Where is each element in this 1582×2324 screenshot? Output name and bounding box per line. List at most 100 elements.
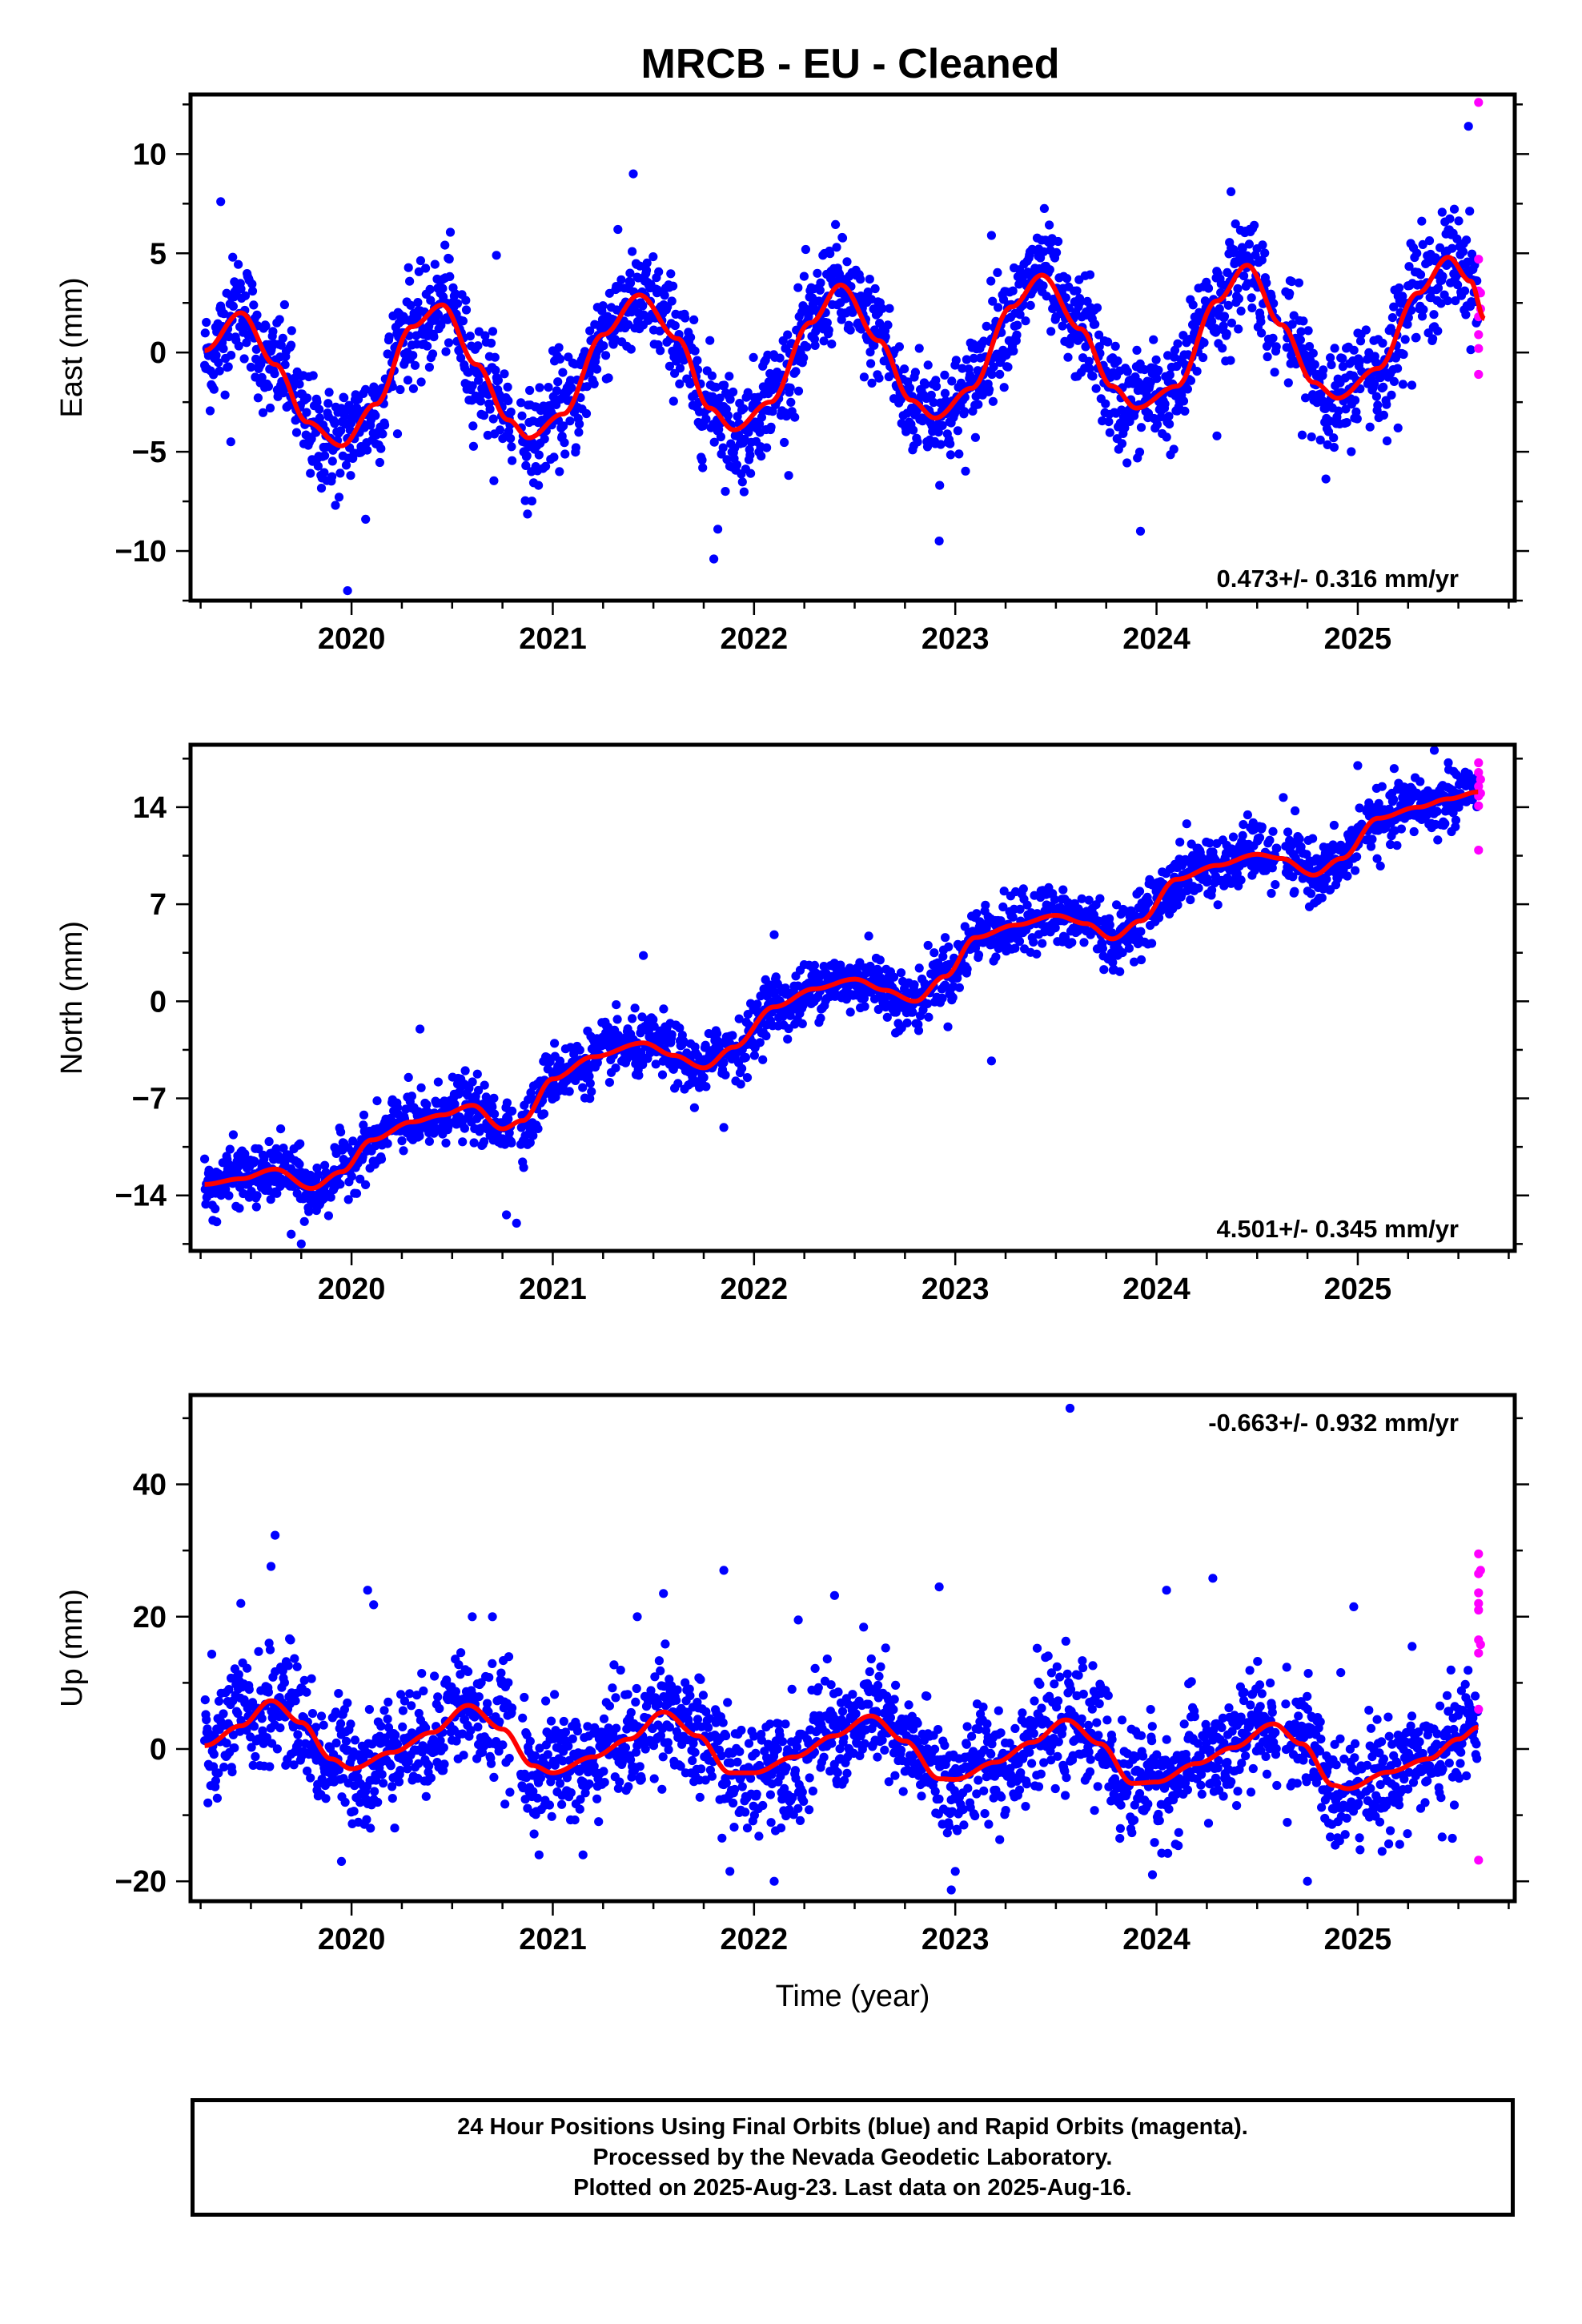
east-final-point: [495, 425, 505, 435]
figure-title: MRCB - EU - Cleaned: [641, 41, 1060, 87]
east-final-point: [1233, 283, 1243, 294]
east-final-point: [1433, 283, 1443, 293]
east-rapid-point: [1474, 369, 1484, 380]
north-final-point: [575, 1045, 584, 1055]
east-final-point: [725, 395, 735, 404]
east-final-point: [669, 281, 678, 291]
east-final-point: [476, 396, 486, 406]
east-final-point: [490, 352, 500, 362]
north-final-point: [295, 1139, 305, 1148]
east-final-point: [215, 366, 224, 376]
north-final-point: [1451, 815, 1461, 825]
east-final-point: [757, 452, 766, 461]
east-final-point: [737, 477, 747, 487]
east-final-point: [999, 383, 1009, 392]
north-points: [200, 746, 1485, 1248]
east-final-point: [954, 449, 964, 459]
east-final-point: [824, 325, 833, 335]
east-final-point: [1400, 335, 1410, 344]
east-final-point: [1054, 236, 1063, 247]
east-final-point: [592, 364, 602, 374]
east-final-point: [1063, 352, 1073, 362]
east-points: [200, 98, 1485, 596]
east-final-point: [934, 537, 944, 546]
east-final-point: [571, 443, 581, 452]
north-final-point: [943, 1022, 953, 1031]
up-final-point: [202, 1715, 211, 1725]
east-final-point: [295, 380, 304, 389]
east-final-point: [914, 344, 924, 353]
north-final-point: [228, 1130, 238, 1140]
east-final-point: [523, 509, 532, 519]
east-final-point: [1418, 239, 1427, 249]
east-final-point: [522, 451, 532, 460]
north-final-point: [1029, 937, 1038, 947]
up-final-point: [307, 1674, 316, 1683]
north-final-point: [845, 1007, 855, 1017]
east-final-point: [1461, 310, 1471, 320]
north-final-point: [1306, 889, 1316, 899]
east-final-point: [739, 487, 749, 497]
north-final-point: [1257, 822, 1267, 832]
north-final-point: [962, 964, 972, 974]
north-final-point: [1272, 843, 1282, 853]
north-final-point: [299, 1216, 309, 1226]
east-final-point: [690, 346, 700, 356]
east-final-point: [219, 344, 228, 353]
north-final-point: [235, 1204, 244, 1213]
east-final-point: [324, 388, 334, 397]
east-final-point: [227, 351, 236, 360]
north-final-point: [638, 1059, 648, 1069]
east-final-point: [1234, 324, 1243, 334]
north-xtick-label: 2024: [1122, 1273, 1191, 1306]
north-final-point: [555, 1056, 565, 1066]
up-points: [200, 1403, 1485, 1895]
north-final-point: [323, 1211, 333, 1220]
east-final-point: [421, 263, 431, 273]
east-final-point: [500, 369, 509, 379]
north-final-point: [749, 1051, 760, 1060]
east-final-point: [246, 362, 255, 372]
east-final-point: [1371, 392, 1381, 401]
north-final-point: [742, 1073, 753, 1083]
east-final-point: [1404, 262, 1414, 271]
north-final-point: [612, 1000, 621, 1010]
east-final-point: [1387, 390, 1396, 400]
north-final-point: [860, 1002, 869, 1011]
east-final-point: [226, 437, 235, 447]
east-final-point: [1215, 304, 1224, 314]
east-final-point: [1433, 326, 1443, 336]
east-final-point: [929, 398, 938, 408]
north-xtick-label: 2025: [1324, 1273, 1392, 1306]
east-final-point: [766, 422, 776, 432]
east-final-point: [1338, 354, 1347, 364]
east-final-point: [912, 406, 921, 416]
east-final-point: [1045, 265, 1054, 275]
east-final-point: [508, 456, 517, 465]
east-ytick-label: 5: [150, 237, 167, 271]
east-final-point: [985, 384, 994, 394]
east-final-point: [1182, 384, 1192, 394]
east-final-point: [732, 460, 742, 470]
east-final-point: [220, 390, 230, 400]
east-final-point: [504, 396, 513, 406]
north-final-point: [502, 1098, 512, 1108]
east-final-point: [1351, 407, 1361, 416]
east-final-point: [1437, 207, 1447, 217]
east-final-point: [433, 310, 444, 320]
north-rapid-point: [1476, 774, 1485, 784]
east-final-point: [946, 450, 955, 460]
north-final-point: [508, 1106, 517, 1116]
east-final-point: [1250, 220, 1259, 230]
east-final-point: [881, 332, 890, 342]
east-final-point: [1151, 355, 1161, 364]
north-final-point: [612, 1015, 622, 1024]
east-final-point: [793, 283, 803, 292]
east-final-point: [926, 390, 936, 400]
north-final-point: [1213, 900, 1223, 910]
east-final-point: [1226, 356, 1235, 365]
east-final-point: [1315, 435, 1325, 445]
north-final-point: [526, 1088, 536, 1098]
east-final-point: [813, 268, 822, 278]
